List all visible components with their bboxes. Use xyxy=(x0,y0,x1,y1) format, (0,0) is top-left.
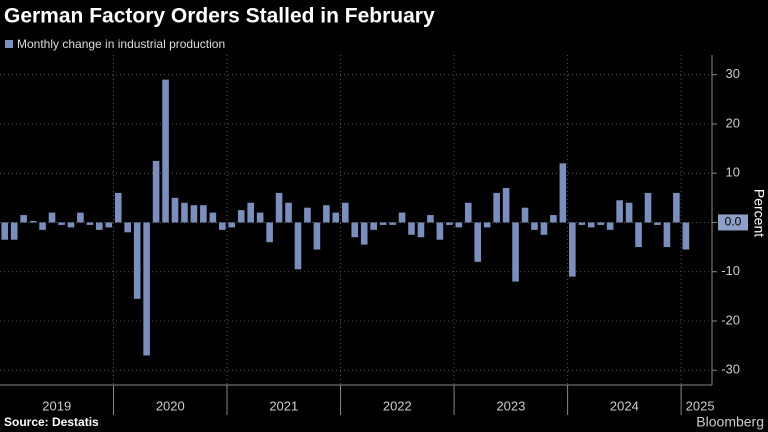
brand: Bloomberg xyxy=(696,414,764,430)
bar xyxy=(48,212,56,223)
bar xyxy=(29,220,37,223)
bar xyxy=(569,222,576,277)
bar xyxy=(587,222,595,228)
bar xyxy=(606,222,614,230)
bar xyxy=(86,222,94,225)
bar xyxy=(124,222,132,233)
bar xyxy=(114,192,122,223)
bar xyxy=(635,222,642,248)
bar xyxy=(502,187,510,223)
bar xyxy=(398,212,406,223)
bar xyxy=(105,222,113,228)
bar xyxy=(455,222,463,228)
bar xyxy=(379,222,387,225)
bar xyxy=(294,222,302,270)
bar xyxy=(304,207,311,223)
bar xyxy=(427,215,434,223)
annotation-label: 0.0 xyxy=(725,215,742,229)
bar xyxy=(682,222,690,250)
bar xyxy=(351,222,359,238)
bar xyxy=(67,222,75,228)
bar xyxy=(493,192,500,223)
bar xyxy=(20,215,27,223)
annotation-box xyxy=(718,214,748,231)
bar xyxy=(247,202,254,223)
bar xyxy=(96,222,103,230)
y-tick-label: -20 xyxy=(721,312,740,327)
bar xyxy=(228,222,236,228)
y-tick-label: 20 xyxy=(726,115,740,130)
bar xyxy=(531,222,538,230)
bar xyxy=(313,222,321,250)
x-tick-label: 2021 xyxy=(269,398,298,413)
bar xyxy=(10,222,18,240)
bar xyxy=(654,222,661,225)
bar xyxy=(559,163,567,223)
bar xyxy=(219,222,226,230)
x-tick-label: 2020 xyxy=(156,398,185,413)
x-tick-label: 2022 xyxy=(383,398,412,413)
bar xyxy=(77,212,84,223)
bar xyxy=(389,222,396,225)
bar xyxy=(209,212,217,223)
legend-swatch xyxy=(5,40,13,48)
bar xyxy=(341,202,349,223)
bar xyxy=(521,207,529,223)
x-tick-label: 2019 xyxy=(42,398,71,413)
bar xyxy=(370,222,377,230)
bar xyxy=(464,202,472,223)
x-tick-label: 2024 xyxy=(610,398,639,413)
bar xyxy=(162,79,169,223)
bar xyxy=(408,222,415,235)
bar xyxy=(1,222,9,240)
chart-title: German Factory Orders Stalled in Februar… xyxy=(4,5,435,28)
bar xyxy=(171,197,179,223)
source: Source: Destatis xyxy=(4,415,99,429)
y-tick-label: 10 xyxy=(726,165,740,180)
y-tick-label: 30 xyxy=(726,66,740,81)
bar xyxy=(190,205,198,223)
bar xyxy=(446,222,453,225)
bar xyxy=(200,205,207,223)
bar xyxy=(436,222,444,240)
bar xyxy=(256,212,264,223)
bar xyxy=(474,222,482,262)
x-tick-label: 2023 xyxy=(496,398,525,413)
bar xyxy=(152,160,160,223)
bar xyxy=(133,222,141,299)
y-tick-label: -30 xyxy=(721,362,740,377)
bar xyxy=(39,222,46,230)
bar xyxy=(663,222,671,248)
bar xyxy=(512,222,519,282)
bar xyxy=(237,210,245,223)
bar xyxy=(578,222,586,225)
bar xyxy=(181,202,188,223)
y-tick-label: -10 xyxy=(721,263,740,278)
y-axis-label: Percent xyxy=(751,189,767,237)
bar xyxy=(597,222,605,225)
bar xyxy=(417,222,425,238)
legend-label: Monthly change in industrial production xyxy=(17,37,225,51)
bar xyxy=(275,192,283,223)
bar xyxy=(323,205,330,223)
bar xyxy=(540,222,548,235)
bar xyxy=(285,202,292,223)
bar xyxy=(673,192,680,223)
bar xyxy=(625,202,633,223)
bar xyxy=(644,192,652,223)
bar xyxy=(360,222,368,245)
bar xyxy=(266,222,273,243)
x-tick-label: 2025 xyxy=(686,398,715,413)
bar xyxy=(143,222,150,356)
bar xyxy=(550,215,557,223)
bar xyxy=(616,200,623,223)
bar xyxy=(332,212,340,223)
bar xyxy=(483,222,491,228)
bar xyxy=(58,222,65,225)
